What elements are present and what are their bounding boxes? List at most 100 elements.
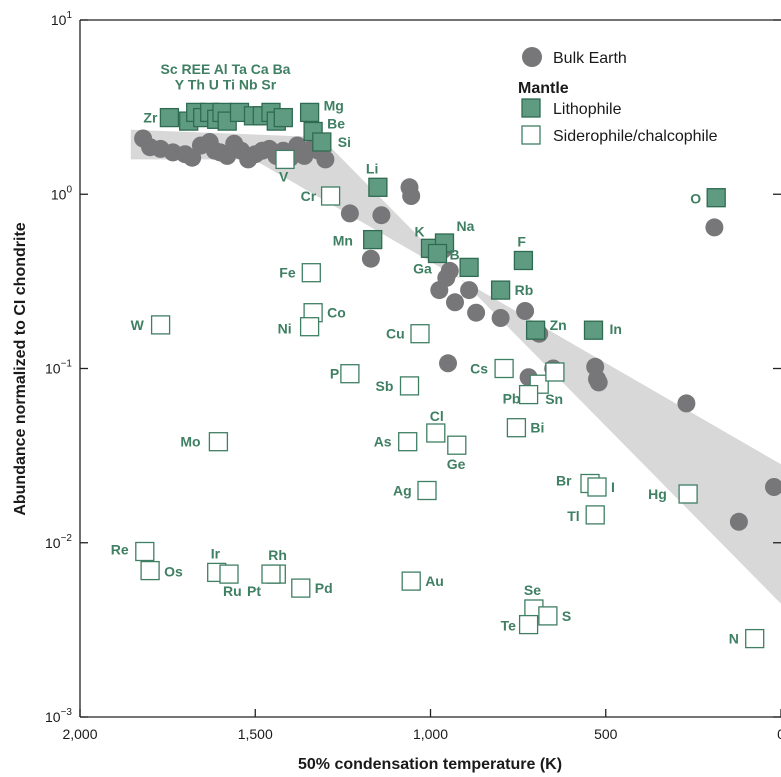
x-tick-label: 2,000	[62, 726, 97, 742]
bulk-earth-point	[677, 394, 696, 413]
siderophile-point-ni	[299, 317, 320, 337]
siderophile-point-au	[401, 571, 421, 591]
lithophile-point	[273, 107, 293, 128]
element-label-li: Li	[366, 160, 378, 176]
x-axis-title: 50% condensation temperature (K)	[298, 756, 562, 773]
y-tick-label: 101	[51, 10, 73, 28]
bulk-earth-point	[460, 281, 479, 300]
bulk-earth-point	[467, 303, 486, 322]
element-label-re: Re	[111, 542, 129, 558]
lithophile-point-in	[583, 320, 604, 340]
element-label-pd: Pd	[315, 580, 333, 596]
legend-bulk-earth-marker	[522, 47, 542, 67]
siderophile-point-hg	[678, 484, 698, 504]
siderophile-point-te	[518, 614, 539, 635]
ticks: 2,000 1,500 1,000 500 0 101 100 10−1 10−2 10−3	[45, 10, 781, 742]
element-label-sb: Sb	[376, 378, 394, 394]
element-label-tl: Tl	[567, 508, 579, 524]
x-tick-label: 1,500	[238, 726, 273, 742]
y-tick-label: 10−1	[45, 359, 72, 377]
bulk-earth-point	[372, 206, 391, 225]
element-label-na: Na	[457, 218, 475, 234]
element-label-cl: Cl	[430, 408, 444, 424]
element-label-as: As	[374, 434, 392, 450]
element-label-p: P	[330, 366, 339, 382]
bulk-earth-point	[440, 261, 459, 280]
element-label-ag: Ag	[393, 483, 412, 499]
element-label-mo: Mo	[180, 434, 200, 450]
lithophile-point-o	[706, 188, 726, 208]
siderophile-point-pd	[291, 578, 311, 598]
element-label-se: Se	[524, 582, 541, 598]
siderophile-point-cu	[410, 324, 430, 344]
legend: Bulk Earth Mantle Lithophile Siderophile…	[518, 47, 718, 145]
siderophile-point-cl	[426, 423, 446, 443]
siderophile-point-cs	[494, 358, 514, 379]
element-label-hg: Hg	[648, 486, 667, 502]
siderophile-point-cr	[320, 186, 341, 206]
element-label-s: S	[562, 608, 571, 624]
siderophile-point-tl	[585, 505, 605, 525]
element-label-co: Co	[327, 305, 346, 321]
element-label-os: Os	[164, 564, 183, 580]
element-label-br: Br	[556, 473, 572, 489]
element-label-ni: Ni	[278, 321, 292, 337]
element-label-k: K	[415, 223, 425, 239]
element-label-rh: Rh	[268, 547, 287, 563]
element-label-sn: Sn	[545, 391, 563, 407]
x-tick-label: 1,000	[413, 726, 448, 742]
element-label-fe: Fe	[279, 265, 296, 281]
lithophile-points	[159, 102, 726, 340]
element-label-pb: Pb	[503, 391, 521, 407]
siderophile-point-ge	[447, 435, 467, 455]
legend-siderophile-label: Siderophile/chalcophile	[553, 128, 718, 145]
element-label-cs: Cs	[470, 361, 488, 377]
element-label-in: In	[610, 321, 622, 337]
element-label-mn: Mn	[333, 233, 353, 249]
bulk-earth-point	[705, 218, 724, 237]
siderophile-point-sb	[399, 376, 420, 396]
siderophile-point-os	[140, 560, 160, 581]
legend-lithophile-marker	[521, 98, 541, 118]
bulk-earth-point	[765, 478, 781, 496]
element-label-w: W	[131, 317, 145, 333]
lithophile-point-mn	[363, 229, 383, 250]
element-label-o: O	[690, 191, 701, 207]
element-label-v: V	[279, 168, 289, 184]
element-label-ir: Ir	[211, 545, 221, 561]
siderophile-point-mo	[208, 432, 229, 452]
element-label-rb: Rb	[515, 282, 534, 298]
element-label-i: I	[611, 479, 615, 495]
element-label-zn: Zn	[550, 317, 567, 333]
legend-bulk-earth-label: Bulk Earth	[553, 50, 627, 67]
siderophile-point-ag	[417, 480, 437, 501]
lithophile-point-li	[368, 177, 388, 197]
siderophile-point	[545, 362, 565, 382]
lithophile-point-zr	[159, 107, 180, 128]
element-label-zr: Zr	[143, 110, 158, 126]
lithophile-point-b	[427, 243, 448, 264]
element-label-be: Be	[327, 116, 345, 132]
lithophile-point-si	[312, 132, 332, 152]
legend-siderophile-marker	[521, 125, 541, 145]
element-label-mg: Mg	[324, 97, 344, 113]
lithophile-point-zn	[525, 320, 546, 340]
x-tick-label: 500	[594, 726, 618, 742]
bulk-earth-point	[589, 373, 608, 392]
bulk-earth-point	[439, 354, 457, 373]
siderophile-point-p	[340, 364, 360, 384]
legend-mantle-title: Mantle	[518, 80, 569, 97]
siderophile-point-fe	[301, 263, 321, 283]
siderophile-point-n	[745, 628, 765, 649]
lithophile-point-ga	[459, 257, 479, 278]
lithophile-point-rb	[490, 280, 511, 300]
lithophile-group-label-1: Sc REE Al Ta Ca Ba	[161, 61, 291, 77]
siderophile-point-as	[398, 432, 418, 452]
siderophile-point-pb	[518, 384, 539, 405]
siderophile-point-pt	[261, 564, 281, 584]
element-label-cr: Cr	[301, 188, 317, 204]
siderophile-point-s	[538, 606, 558, 626]
siderophile-point-re	[135, 541, 155, 562]
element-label-cu: Cu	[386, 326, 405, 342]
